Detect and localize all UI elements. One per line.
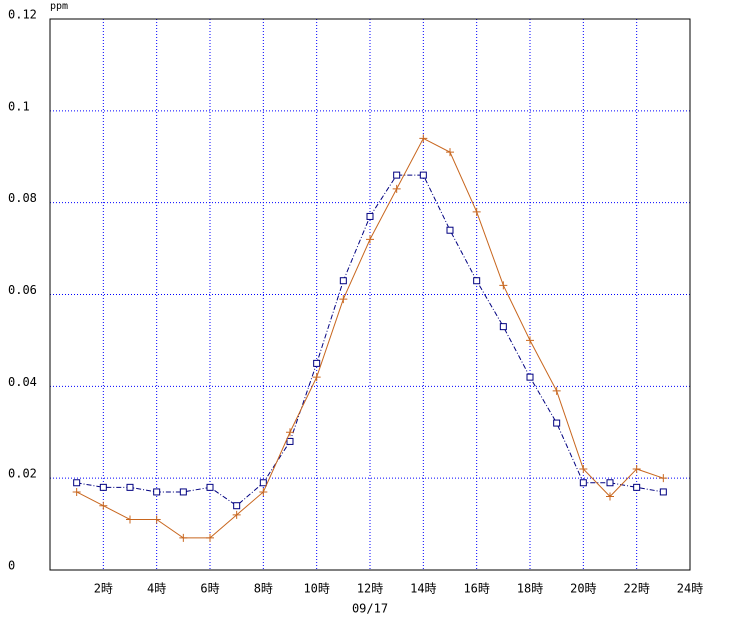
marker [153, 488, 161, 496]
marker [99, 501, 108, 510]
marker [259, 479, 267, 487]
marker [632, 464, 641, 473]
marker [606, 479, 614, 487]
marker [579, 479, 587, 487]
marker [126, 483, 134, 491]
x-tick-label: 14時 [410, 582, 436, 596]
marker [152, 515, 161, 524]
marker [286, 437, 294, 445]
marker [232, 510, 241, 519]
marker [579, 464, 588, 473]
marker [419, 134, 428, 143]
marker [633, 483, 641, 491]
x-tick-label: 4時 [147, 582, 166, 596]
x-tick-label: 20時 [570, 582, 596, 596]
x-tick-label: 22時 [623, 582, 649, 596]
x-tick-label: 6時 [200, 582, 219, 596]
marker [99, 483, 107, 491]
marker [526, 336, 534, 345]
marker [72, 487, 81, 496]
y-tick-label: 0.06 [8, 283, 37, 297]
marker [286, 428, 294, 437]
marker [446, 148, 454, 157]
marker [339, 295, 348, 304]
marker [606, 492, 614, 501]
x-tick-label: 2時 [94, 582, 113, 596]
marker [473, 277, 481, 285]
marker [126, 515, 134, 524]
marker [659, 474, 668, 483]
x-tick-label: 10時 [303, 582, 329, 596]
y-tick-label: 0.08 [8, 191, 37, 205]
x-axis-label: 09/17 [352, 602, 388, 616]
marker [73, 479, 81, 487]
x-tick-label: 8時 [254, 582, 273, 596]
marker [179, 533, 188, 542]
y-tick-label: 0 [8, 559, 15, 573]
y-tick-label: 0.1 [8, 99, 30, 113]
marker [499, 323, 507, 331]
x-tick-label: 18時 [517, 582, 543, 596]
marker [366, 212, 374, 220]
y-tick-label: 0.04 [8, 375, 37, 389]
marker [393, 171, 401, 179]
marker [312, 373, 321, 382]
marker [552, 386, 561, 395]
marker [206, 483, 214, 491]
y-tick-label: 0.02 [8, 467, 37, 481]
marker [419, 171, 427, 179]
marker [499, 281, 508, 290]
marker [526, 373, 534, 381]
marker [553, 419, 561, 427]
marker [259, 487, 268, 496]
marker [313, 359, 321, 367]
x-tick-label: 16時 [463, 582, 489, 596]
marker [446, 226, 454, 234]
marker [179, 488, 187, 496]
marker [392, 184, 401, 193]
marker [233, 502, 241, 510]
marker [472, 207, 481, 216]
x-tick-label: 12時 [357, 582, 383, 596]
x-tick-label: 24時 [677, 582, 703, 596]
marker [659, 488, 667, 496]
y-unit: ppm [50, 1, 68, 12]
plot-frame [49, 18, 691, 571]
marker [339, 277, 347, 285]
y-tick-label: 0.12 [8, 8, 37, 22]
marker [366, 235, 374, 244]
marker [206, 533, 214, 542]
